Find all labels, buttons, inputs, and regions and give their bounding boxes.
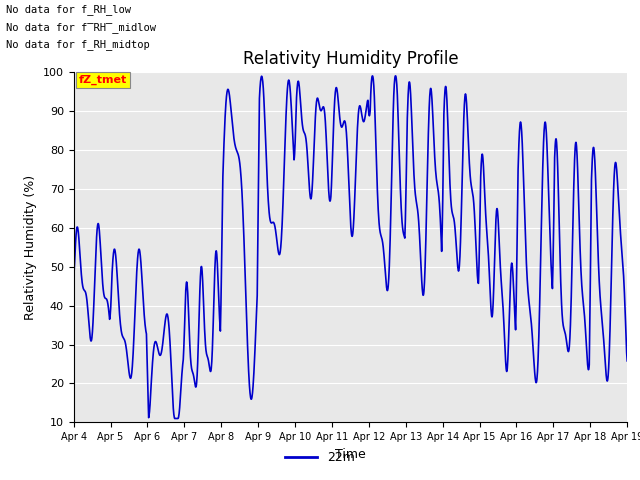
Text: No data for f̅RH̅_midlow: No data for f̅RH̅_midlow (6, 22, 156, 33)
Text: No data for f_RH_low: No data for f_RH_low (6, 4, 131, 15)
Text: No data for f_RH_midtop: No data for f_RH_midtop (6, 39, 150, 50)
Title: Relativity Humidity Profile: Relativity Humidity Profile (243, 49, 458, 68)
Legend: 22m: 22m (280, 446, 360, 469)
Text: fZ_tmet: fZ_tmet (79, 74, 127, 85)
Y-axis label: Relativity Humidity (%): Relativity Humidity (%) (24, 175, 37, 320)
X-axis label: Time: Time (335, 448, 366, 461)
